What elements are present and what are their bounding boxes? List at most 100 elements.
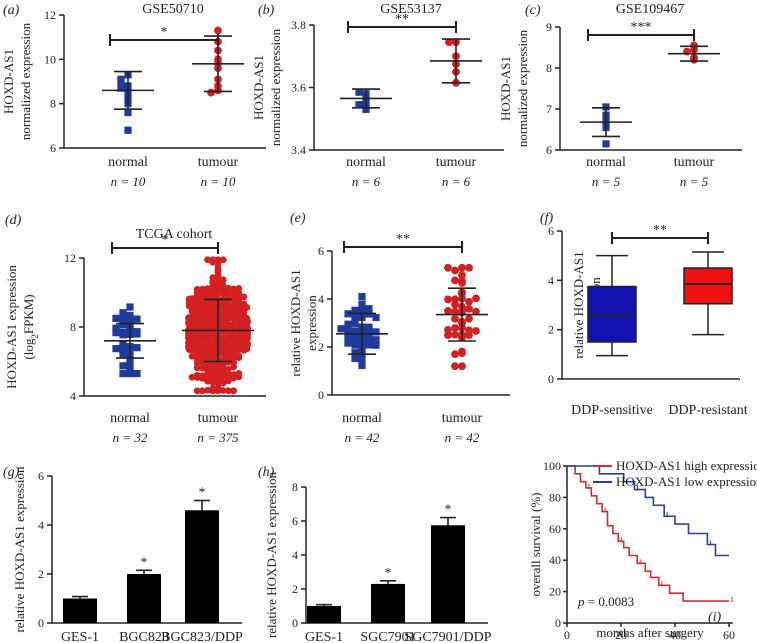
panel-d-tumour-point xyxy=(219,368,227,376)
panel-e-tumour-point xyxy=(451,295,459,304)
panel-a-y-tick-label: 6 xyxy=(50,141,56,155)
panel-f-label: (f) xyxy=(540,211,554,226)
panel-f-y-axis-label: relative HOXD-AS1 xyxy=(571,251,586,358)
panel-d-tumour-point xyxy=(204,368,212,375)
panel-d-normal-point xyxy=(126,303,134,311)
panel-d-tumour-point xyxy=(209,258,217,266)
panel-e-tumour-point xyxy=(458,271,466,280)
panel-d-tumour-point xyxy=(225,369,232,377)
panel-d-tumour-point xyxy=(204,349,212,357)
panel-d-tumour-point xyxy=(219,311,227,318)
panel-b-y-tick-label: 3.4 xyxy=(291,143,306,157)
panel-d-normal-point xyxy=(126,311,134,320)
panel-e-tumour-point xyxy=(458,347,466,356)
panel-d-normal-point xyxy=(133,369,141,378)
panel-b-y-tick-label: 3.8 xyxy=(291,18,306,32)
panel-d-normal-point xyxy=(119,369,127,378)
panel-d-tumour-point xyxy=(204,386,212,394)
panel-i-pvalue-label: p = 0.0083 xyxy=(577,594,634,609)
panel-e-normal-point xyxy=(358,354,366,363)
panel-d-tumour-point xyxy=(209,362,217,370)
panel-d-tumour-point xyxy=(193,348,201,355)
panel-i-x-axis-label: months after surgery xyxy=(596,625,704,640)
panel-d-tumour-n-label: n = 375 xyxy=(197,430,239,445)
panel-d-tumour-point xyxy=(219,276,227,284)
panel-e-normal-point xyxy=(344,334,352,342)
panel-a-y-tick-label: 8 xyxy=(50,97,56,111)
panel-b-normal-group-label: normal xyxy=(346,155,386,170)
panel-d-tumour-point xyxy=(235,297,243,304)
panel-e-normal-point xyxy=(372,313,380,322)
panel-d-tumour-point xyxy=(214,266,222,274)
panel-i-y-tick-label: 0 xyxy=(555,616,561,630)
panel-a-tumour-point xyxy=(207,88,215,97)
panel-h-sgc7901-ddp-bar xyxy=(431,525,465,623)
panel-c-tumour-group-label: tumour xyxy=(674,155,715,170)
panel-h-ges-1-category-label: GES-1 xyxy=(305,630,343,643)
panel-e-tumour-point xyxy=(451,314,459,323)
panel-a-tumour-group-label: tumour xyxy=(198,155,239,170)
panel-d-tumour-point xyxy=(219,333,227,341)
panel-d-tumour-point xyxy=(225,286,232,294)
panel-e-tumour-point xyxy=(451,307,459,316)
panel-g-y-tick-label: 4 xyxy=(38,518,44,532)
panel-e-tumour-point xyxy=(465,314,473,323)
panel-e-tumour-point xyxy=(451,276,459,285)
panel-e-y-tick-label: 2 xyxy=(318,340,324,354)
panel-i-label: (i) xyxy=(708,610,722,625)
panel-f-y-tick-label: 0 xyxy=(548,372,554,386)
panel-d-tumour-point xyxy=(240,293,248,301)
panel-d-tumour-point xyxy=(204,377,212,385)
panel-d-tumour-point xyxy=(219,379,227,387)
panel-d-normal-point xyxy=(119,346,127,355)
panel-d-normal-point xyxy=(126,366,134,374)
panel-c-normal-point xyxy=(602,140,610,148)
panel-h-y-tick-label: 2 xyxy=(292,582,298,596)
panel-h-sgc7901-ddp-significance-label: * xyxy=(445,503,452,518)
panel-d-tumour-point xyxy=(209,304,217,312)
panel-b-y-tick-label: 3.6 xyxy=(291,81,306,95)
panel-d-y-axis-label: HOXD-AS1 expression xyxy=(4,265,19,389)
panel-e-normal-point xyxy=(372,328,380,336)
panel-d-tumour-point xyxy=(189,341,197,349)
panel-d-tumour-point xyxy=(214,371,222,379)
panel-e-normal-point xyxy=(351,327,359,335)
panel-c-y-tick-label: 7 xyxy=(546,102,552,116)
panel-h-sgc7901-significance-label: * xyxy=(385,566,392,581)
panel-d-tumour-point xyxy=(185,302,193,310)
panel-d-tumour-point xyxy=(193,371,201,379)
panel-h-y-tick-label: 8 xyxy=(292,480,298,494)
panel-b-tumour-n-label: n = 6 xyxy=(442,174,471,189)
panel-d-tumour-point xyxy=(199,322,206,329)
panel-d-tumour-point xyxy=(225,354,232,362)
panel-d-tumour-point xyxy=(230,371,238,379)
panel-d-normal-point xyxy=(133,330,141,338)
panel-h-ges-1-bar xyxy=(307,606,341,623)
panel-e-normal-point xyxy=(351,341,359,349)
panel-d-tumour-point xyxy=(225,347,232,355)
panel-g-bgc823-category-label: BGC823 xyxy=(119,630,169,643)
panel-g-bgc823-ddp-bar xyxy=(185,510,219,623)
panel-d-tumour-point xyxy=(225,387,232,395)
panel-b-normal-point xyxy=(355,101,363,109)
panel-e-tumour-point xyxy=(451,266,459,275)
panel-a-label: (a) xyxy=(3,3,20,18)
panel-i-x-tick-label: 20 xyxy=(615,628,627,642)
panel-d-tumour-point xyxy=(209,379,217,386)
panel-d-label: (d) xyxy=(5,213,22,228)
panel-e-normal-point xyxy=(351,306,359,314)
panel-d-y-axis-label: (log2FPKM) xyxy=(21,294,40,359)
panel-i-legend-label: HOXD-AS1 high expression xyxy=(616,458,757,473)
panel-e-tumour-group-label: tumour xyxy=(442,411,483,426)
panel-d-tumour-point xyxy=(230,348,238,356)
panel-d-tumour-point xyxy=(209,311,217,319)
panel-b-label: (b) xyxy=(258,3,275,18)
panel-e-tumour-point xyxy=(465,304,473,313)
panel-e-normal-point xyxy=(372,336,380,344)
panel-d-tumour-point xyxy=(204,288,212,296)
panel-i-y-tick-label: 20 xyxy=(549,585,561,599)
panel-b-normal-point xyxy=(355,88,363,96)
panel-i-y-tick-label: 40 xyxy=(549,553,561,567)
panel-d-tumour-point xyxy=(209,292,217,300)
panel-e-normal-point xyxy=(358,293,366,301)
